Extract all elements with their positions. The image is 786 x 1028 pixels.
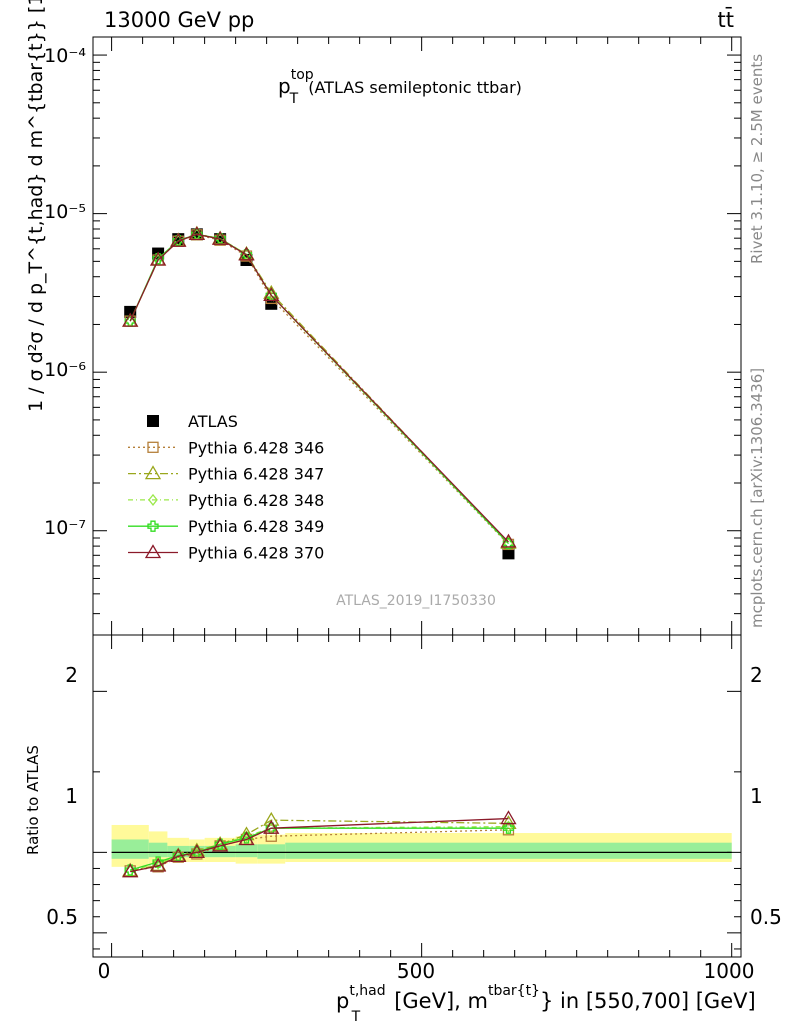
ratio-point-s4-1 xyxy=(149,857,167,872)
main-point-s4-7 xyxy=(502,537,515,550)
main-point-s5-6 xyxy=(263,287,280,302)
legend-label-3: Pythia 6.428 348 xyxy=(188,491,324,510)
main-point-s0-7 xyxy=(502,547,515,560)
ratio-point-s4-5 xyxy=(238,831,255,846)
ratio-point-s4-0 xyxy=(122,863,139,878)
ratio-y-tick-label-right-2: 2 xyxy=(750,663,763,687)
main-point-s5-2 xyxy=(170,232,187,247)
ratio-point-s4-6 xyxy=(263,819,280,834)
main-series-line-5 xyxy=(129,233,509,543)
main-point-s5-5 xyxy=(238,246,255,261)
legend-label-1: Pythia 6.428 346 xyxy=(188,438,324,457)
x-tick-label-1000: 1000 xyxy=(704,959,755,983)
ratio-point-s3-7 xyxy=(502,822,515,834)
ratio-y-axis-label: Ratio to ATLAS xyxy=(24,745,42,855)
x-axis-label: pt,had T[GeV], mtbar{t}} in [550,700] [Ge… xyxy=(336,983,756,1024)
x-tick-label-500: 500 xyxy=(397,959,435,983)
x-tick-label-0: 0 xyxy=(98,959,111,983)
ratio-point-s4-3 xyxy=(188,844,205,858)
mcplots-label: mcplots.cern.ch [arXiv:1306.3436] xyxy=(748,368,766,628)
legend-marker-0 xyxy=(147,415,159,427)
main-point-s5-3 xyxy=(188,226,205,241)
ratio-point-s2-5 xyxy=(241,830,252,843)
main-point-s5-7 xyxy=(500,533,517,548)
ratio-y-tick-label-right-0.5: 0.5 xyxy=(750,905,782,929)
legend-label-2: Pythia 6.428 347 xyxy=(188,465,324,484)
ratio-band-green-6 xyxy=(257,844,286,859)
ratio-y-tick-label-right-1: 1 xyxy=(750,784,763,808)
ratio-point-s3-1 xyxy=(152,856,164,868)
legend: ATLAS Pythia 6.428 346 Pythia 6.428 347 Pyt… xyxy=(128,412,324,563)
ratio-band-green-3 xyxy=(189,845,205,858)
ratio-series-layer xyxy=(122,810,517,878)
analysis-watermark: ATLAS_2019_I1750330 xyxy=(336,593,496,609)
main-y-axis-label: 1 / σ d²σ / d p_T^{t,had} d m^{tbar{t}} … xyxy=(25,0,47,412)
ratio-uncertainty-bands xyxy=(111,824,732,867)
ratio-tick-labels: 2 1 0.5 2 1 0.5 0 500 1000 xyxy=(46,663,782,983)
ratio-y-tick-label-left-1: 1 xyxy=(65,784,78,808)
legend-marker-5 xyxy=(144,544,162,559)
legend-label-4: Pythia 6.428 349 xyxy=(188,517,324,536)
main-series-layer xyxy=(122,225,517,560)
y-tick-label-1e-4: 10⁻⁴ xyxy=(44,45,86,67)
main-title: ptop T(ATLAS semileptonic ttbar) xyxy=(278,67,522,107)
process-label: tt̄ xyxy=(718,7,734,32)
legend-marker-4 xyxy=(147,520,159,532)
legend-label-0: ATLAS xyxy=(188,412,238,431)
legend-marker-1 xyxy=(147,441,159,453)
rivet-label: Rivet 3.1.10, ≥ 2.5M events xyxy=(748,54,766,264)
legend-marker-3 xyxy=(148,493,158,506)
ratio-point-s4-7 xyxy=(500,810,517,825)
ratio-band-green-1 xyxy=(148,842,168,858)
ratio-point-s1-6 xyxy=(263,811,280,826)
ratio-y-tick-label-left-2: 2 xyxy=(65,663,78,687)
legend-marker-2 xyxy=(144,465,162,480)
legend-label-5: Pythia 6.428 370 xyxy=(188,544,324,563)
ratio-point-s0-6 xyxy=(265,830,277,842)
ratio-band-green-7 xyxy=(285,842,732,859)
ratio-point-s4-2 xyxy=(170,848,187,863)
ratio-point-s2-7 xyxy=(503,820,514,833)
ratio-axis-ticks xyxy=(93,635,741,957)
main-point-s2-6 xyxy=(263,284,280,299)
main-axis-ticks xyxy=(93,37,741,635)
ratio-point-s4-4 xyxy=(211,837,229,852)
main-point-s5-4 xyxy=(211,230,229,245)
main-point-s5-0 xyxy=(122,312,139,327)
y-tick-label-1e-5: 10⁻⁵ xyxy=(44,201,86,223)
y-tick-label-1e-7: 10⁻⁷ xyxy=(44,517,86,539)
ratio-panel-frame xyxy=(92,634,742,958)
main-y-tick-labels: 10⁻⁷ 10⁻⁶ 10⁻⁵ 10⁻⁴ xyxy=(44,45,86,539)
y-tick-label-1e-6: 10⁻⁶ xyxy=(44,359,86,381)
ratio-band-green-5 xyxy=(235,844,258,858)
energy-label: 13000 GeV pp xyxy=(104,8,254,32)
ratio-y-tick-label-left-0.5: 0.5 xyxy=(46,905,78,929)
main-point-s5-1 xyxy=(149,251,167,266)
ratio-point-s2-1 xyxy=(153,857,163,870)
ratio-band-green-0 xyxy=(111,839,149,859)
